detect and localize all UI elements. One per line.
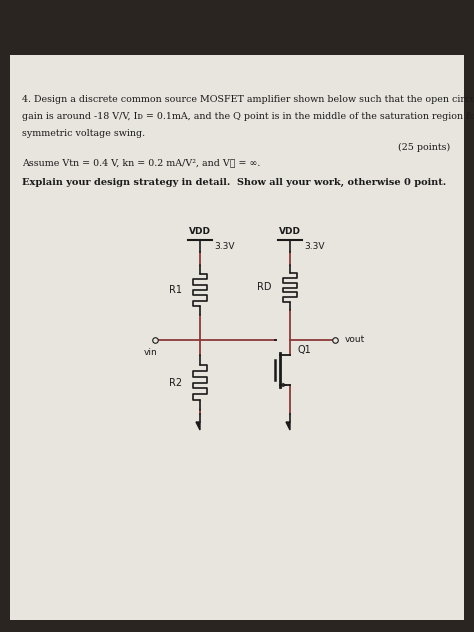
Text: R1: R1	[169, 285, 182, 295]
Text: Q1: Q1	[298, 345, 312, 355]
Text: vout: vout	[345, 336, 365, 344]
Polygon shape	[196, 422, 200, 430]
Text: 3.3V: 3.3V	[304, 242, 325, 251]
Polygon shape	[286, 422, 290, 430]
Text: RD: RD	[257, 283, 272, 293]
Text: 4. Design a discrete common source MOSFET amplifier shown below such that the op: 4. Design a discrete common source MOSFE…	[22, 95, 474, 104]
Text: Explain your design strategy in detail.  Show all your work, otherwise 0 point.: Explain your design strategy in detail. …	[22, 178, 446, 187]
Text: symmetric voltage swing.: symmetric voltage swing.	[22, 129, 145, 138]
Bar	[10, 55, 464, 620]
Text: gain is around -18 V/V, Iᴅ = 0.1mA, and the Q point is in the middle of the satu: gain is around -18 V/V, Iᴅ = 0.1mA, and …	[22, 112, 474, 121]
Text: VDD: VDD	[189, 227, 211, 236]
Text: VDD: VDD	[279, 227, 301, 236]
Text: 3.3V: 3.3V	[214, 242, 235, 251]
Text: R2: R2	[169, 377, 182, 387]
Text: Assume Vtn = 0.4 V, kn = 0.2 mA/V², and V⁁ = ∞.: Assume Vtn = 0.4 V, kn = 0.2 mA/V², and …	[22, 158, 260, 167]
Text: vin: vin	[144, 348, 158, 357]
Text: (25 points): (25 points)	[398, 143, 450, 152]
